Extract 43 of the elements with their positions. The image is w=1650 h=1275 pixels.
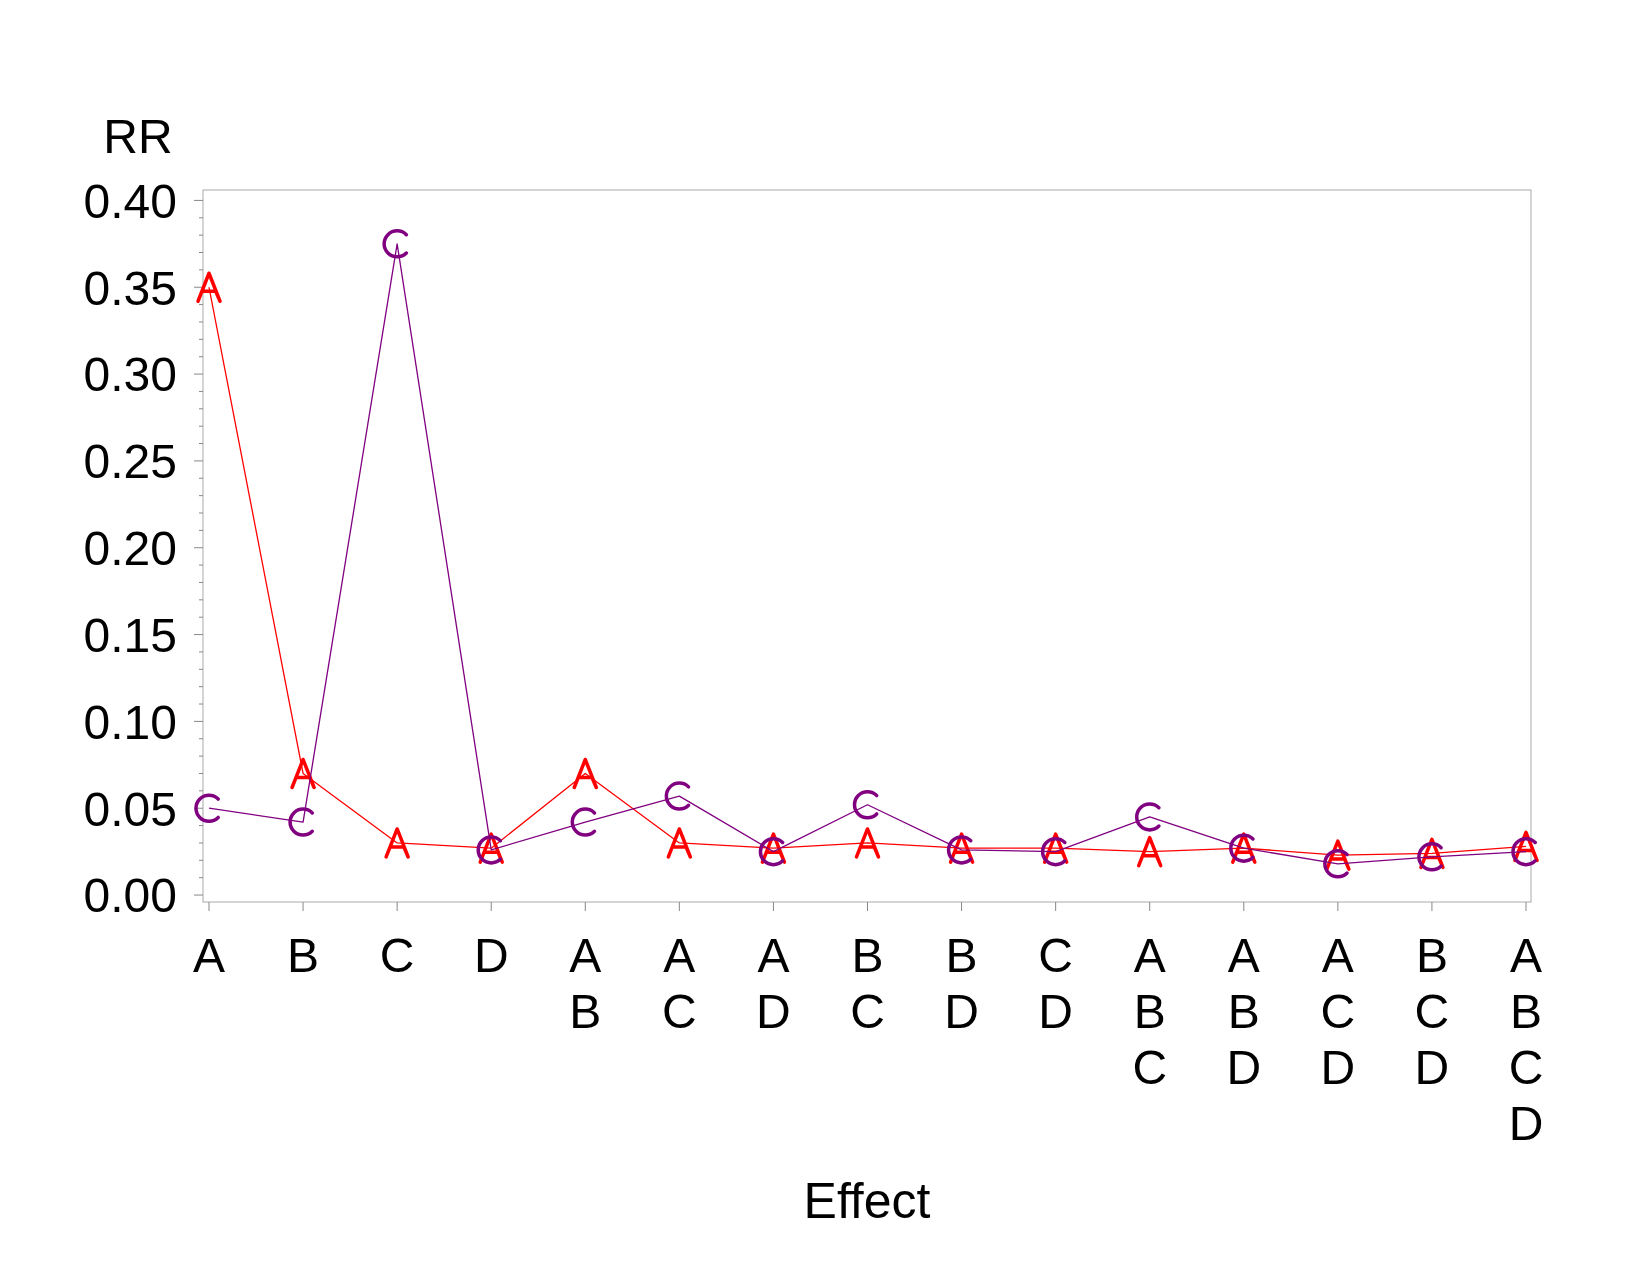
x-tick-label: B D [944,929,979,1038]
point [664,781,691,811]
x-tick-label: A B D [1226,929,1262,1094]
y-tick-label: 0.20 [83,522,177,576]
point [1135,802,1161,832]
y-tick-label: 0.30 [83,348,177,402]
point [570,807,597,837]
x-tick-label: A D [756,929,791,1038]
point [852,790,879,820]
point [1511,836,1537,867]
point [1417,842,1443,872]
point [384,827,410,859]
x-tick-label: D [473,929,509,982]
y-tick-label: 0.15 [83,608,177,662]
point [196,271,222,303]
x-tick-label: A C [662,929,697,1038]
y-tick-label: 0.25 [83,435,177,489]
point [572,757,599,790]
x-axis-title: Effect [803,1173,931,1229]
x-tick-label: B [287,929,320,982]
x-tick-label: B C D [1414,929,1450,1094]
x-tick-label: A B C [1132,929,1168,1094]
point [288,807,315,837]
x-tick-label: A B [569,929,602,1038]
point [382,229,409,259]
x-tick-label: C [379,929,415,982]
point [194,793,220,823]
y-axis-title: RR [103,110,173,163]
y-tick-label: 0.00 [83,869,177,923]
point [666,827,693,859]
point [854,827,881,859]
x-tick-label: A B C D [1508,929,1544,1150]
point [290,757,316,790]
x-tick-label: A [192,929,226,982]
y-tick-label: 0.40 [83,174,177,228]
point [1136,835,1163,868]
y-tick-label: 0.35 [83,261,177,315]
point [1323,849,1349,879]
y-tick-label: 0.05 [83,782,177,836]
x-tick-label: A C D [1320,929,1356,1094]
x-tick-label: C D [1038,929,1073,1038]
x-tick-label: B C [850,929,885,1038]
y-tick-label: 0.10 [83,695,177,749]
